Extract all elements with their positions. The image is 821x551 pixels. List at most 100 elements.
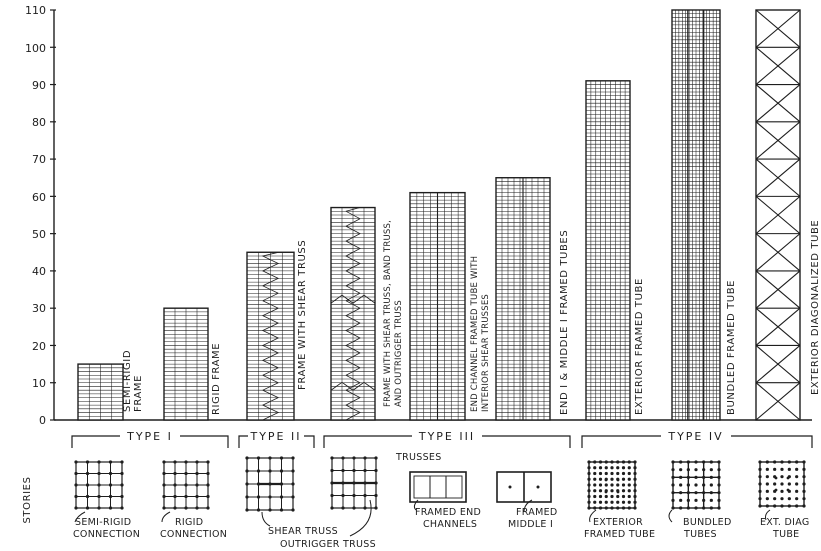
column-dot	[686, 475, 690, 479]
plan-label-shear-truss: SHEAR TRUSS	[268, 526, 338, 537]
label-exterior-diagonalized-tube: EXTERIOR DIAGONALIZED TUBE	[810, 220, 821, 395]
column-dot	[162, 483, 166, 487]
column-dot	[633, 500, 637, 504]
diagonal-brace	[755, 9, 801, 48]
column-dot	[184, 494, 188, 499]
column-dot	[245, 495, 249, 499]
column-dot	[702, 483, 706, 487]
column-dot	[758, 460, 762, 464]
column-dot	[598, 500, 603, 504]
column-dot	[709, 468, 713, 472]
column-dot	[671, 506, 675, 510]
group-label: TYPE II	[249, 430, 301, 443]
column-dot	[587, 506, 591, 510]
label-line: AND OUTRIGGER TRUSS	[394, 300, 404, 407]
column-dot	[795, 489, 799, 493]
building-9	[755, 9, 801, 421]
column-dot	[633, 471, 637, 476]
column-dot	[587, 489, 591, 493]
band-truss	[330, 294, 376, 304]
label-frame-band-outrigger: FRAME WITH SHEAR TRUSS, BAND TRUSS, AND …	[383, 217, 404, 407]
column-dot	[268, 456, 272, 460]
column-dot	[374, 506, 378, 510]
tick-label: 50	[32, 228, 46, 241]
column-dot	[694, 460, 698, 464]
column-dot	[679, 491, 683, 495]
column-dot	[780, 504, 784, 508]
label-rigid-frame: RIGID FRAME	[211, 343, 222, 415]
plan-framed-middle	[496, 471, 552, 503]
column-dot	[679, 475, 683, 479]
column-dot	[206, 483, 210, 487]
column-dot	[206, 494, 210, 499]
diagonal-brace	[755, 382, 801, 421]
column-dot	[616, 500, 620, 504]
column-dot	[780, 497, 784, 501]
column-dot	[195, 460, 199, 464]
column-dot	[587, 494, 591, 499]
plan-inner	[413, 475, 463, 499]
plan-label-rigid: RIGID	[175, 517, 203, 528]
column-dot	[173, 483, 177, 487]
type-groups: TYPE I TYPE II TYPE III TYPE IV	[71, 428, 813, 448]
tick-label: 20	[32, 340, 46, 353]
tick-marks	[50, 9, 56, 421]
column-dot	[291, 495, 295, 499]
diagonal-brace	[755, 121, 801, 160]
tick-label: 70	[32, 153, 46, 166]
building-outline	[585, 80, 631, 421]
column-dot	[633, 506, 637, 510]
column-dot	[787, 504, 791, 508]
plan-label-rigid: CONNECTION	[160, 529, 227, 540]
column-dot	[108, 471, 113, 476]
column-dot	[363, 468, 367, 473]
column-dot	[795, 460, 799, 464]
diagonal-brace	[755, 46, 801, 85]
column-dot	[120, 471, 124, 476]
plan-label-framed-middle: FRAMED	[516, 507, 558, 518]
column-dot	[795, 467, 799, 471]
y-axis-title: STORIES	[22, 476, 33, 523]
column-dot	[330, 456, 334, 460]
column-dot	[765, 475, 769, 479]
plan-label-framed-middle: MIDDLE I	[508, 519, 553, 530]
column-dot	[97, 460, 101, 464]
column-dot	[709, 491, 713, 495]
label-semi-rigid-frame: SEMI-RIGID FRAME	[122, 346, 144, 412]
column-dot	[633, 466, 637, 470]
column-dot	[633, 460, 637, 464]
plan-semi-rigid	[74, 460, 124, 510]
column-dot	[268, 469, 272, 473]
column-dot	[120, 506, 124, 510]
label-exterior-framed-tube: EXTERIOR FRAMED TUBE	[634, 278, 645, 415]
column-dot	[330, 493, 334, 498]
column-dot	[686, 506, 690, 510]
column-dot	[206, 460, 210, 464]
column-dot	[587, 460, 591, 464]
column-dot	[74, 506, 78, 510]
column-dot	[593, 460, 597, 464]
column-dot	[593, 471, 597, 476]
column-dot	[616, 494, 620, 499]
column-dot	[671, 475, 675, 479]
column-dot	[352, 493, 356, 498]
column-dot	[279, 469, 284, 473]
label-line: SEMI-RIGID	[122, 350, 133, 412]
column-dot	[774, 476, 778, 480]
plan-framed-end	[409, 471, 467, 503]
column-dot	[671, 468, 675, 472]
diagonal-brace	[755, 158, 801, 197]
plan-labels: SEMI-RIGID CONNECTION RIGID CONNECTION S…	[73, 452, 809, 550]
label-line: FRAME WITH SHEAR TRUSS, BAND TRUSS,	[383, 220, 393, 407]
column-dot	[786, 476, 790, 480]
column-dot	[679, 460, 683, 464]
column-dot	[787, 460, 791, 464]
column-dot	[610, 477, 614, 481]
label-line: FRAME	[133, 375, 144, 412]
diagonal-brace	[755, 195, 801, 235]
column-dot	[765, 482, 769, 486]
column-dot	[97, 483, 101, 487]
plan-outrigger	[330, 456, 378, 510]
column-dot	[758, 482, 762, 486]
